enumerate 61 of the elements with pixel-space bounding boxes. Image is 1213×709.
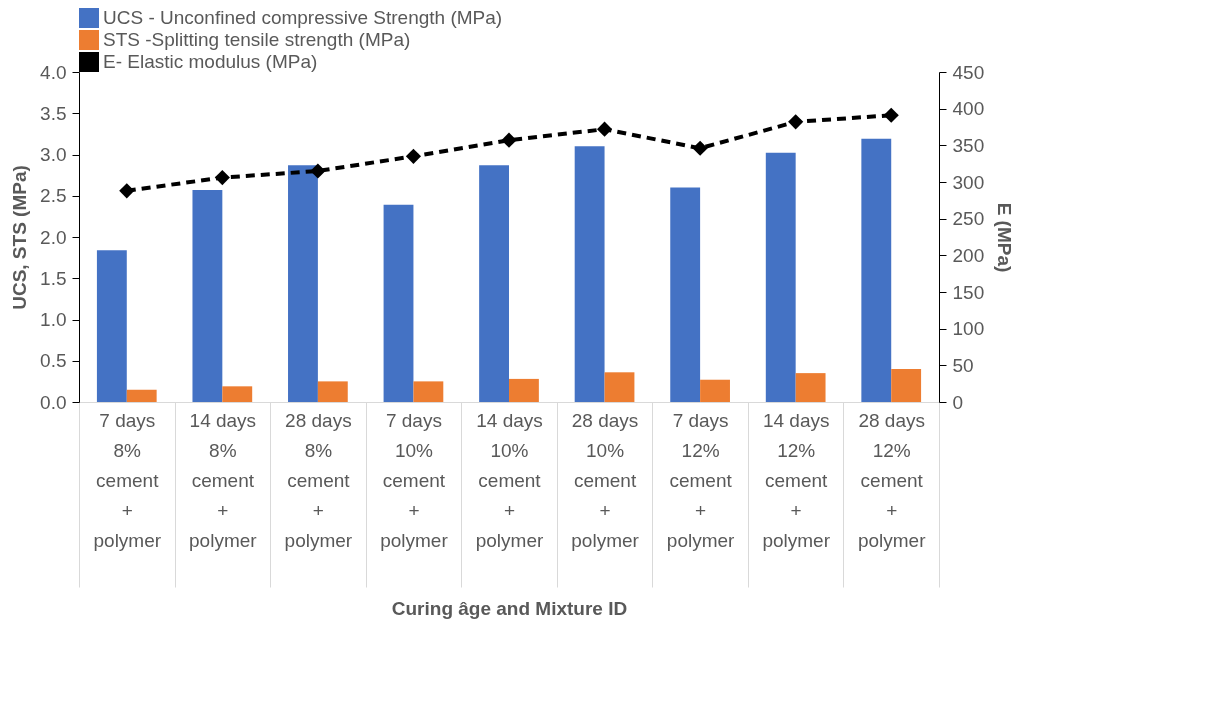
y2-tick-label: 150 [952,281,985,303]
y-tick-label: 3.5 [40,102,67,124]
bar [795,373,826,402]
y-tick-label: 1.5 [40,267,67,289]
legend-label: UCS - Unconfined compressive Strength (MPa) [103,7,503,28]
x-tick-label: 14 days 8% cement + polymer [189,409,258,551]
bar [670,187,701,402]
bar [222,386,253,402]
y-axis-title: UCS, STS (MPa) [9,165,31,310]
y-tick-label: 0.0 [40,391,67,413]
point [405,148,422,164]
bar [413,381,444,402]
x-tick-label: 14 days 10% cement + polymer [475,409,544,551]
point [883,107,899,123]
bar [765,152,796,402]
point [692,140,708,156]
point [310,163,326,179]
bar [126,389,157,402]
x-tick-label: 28 days 8% cement + polymer [284,409,353,551]
bar [574,146,605,402]
y-tick-label: 1.0 [40,309,67,330]
legend-label: E- Elastic modulus (MPa) [103,51,318,72]
bar [383,204,414,402]
y2-tick-label: 400 [952,98,985,120]
point [501,132,517,148]
bar [891,369,922,402]
x-tick-label: 14 days 12% cement + polymer [762,409,831,551]
y-tick-label: 0.5 [40,350,67,372]
y-tick-label: 4.0 [40,61,67,83]
x-tick-label: 7 days 10% cement + polymer [380,409,449,551]
x-tick-label: 7 days 8% cement + polymer [93,409,162,551]
legend-label: STS -Splitting tensile strength (MPa) [103,29,411,50]
y-tick-label: 3.0 [40,144,67,165]
point [119,183,135,199]
y2-tick-label: 200 [952,244,985,266]
bar [192,189,223,402]
y2-tick-label: 450 [952,61,985,83]
point [214,170,230,186]
y-tick-label: 2.5 [40,185,67,207]
x-axis-title: Curing âge and Mixture ID [391,598,628,619]
y2-tick-label: 300 [952,171,985,193]
bar [700,379,730,402]
point [788,114,804,130]
bar [604,372,635,402]
bar [479,165,509,402]
bar [288,165,318,402]
bar [96,250,127,402]
y2-tick-label: 250 [952,208,985,230]
x-tick-label: 7 days 12% cement + polymer [666,409,736,551]
bar [317,381,348,402]
y-tick-label: 2.0 [40,226,67,248]
x-tick-label: 28 days 10% cement + polymer [571,409,640,551]
y2-tick-label: 0 [952,391,964,413]
y2-tick-label: 100 [952,318,985,340]
bar [509,378,539,402]
point [596,121,613,137]
x-tick-label: 28 days 12% cement + polymer [857,409,927,551]
y2-axis-title: E (MPa) [994,202,1016,273]
y2-tick-label: 350 [952,134,985,156]
bar [861,138,892,402]
y2-tick-label: 50 [952,354,974,376]
